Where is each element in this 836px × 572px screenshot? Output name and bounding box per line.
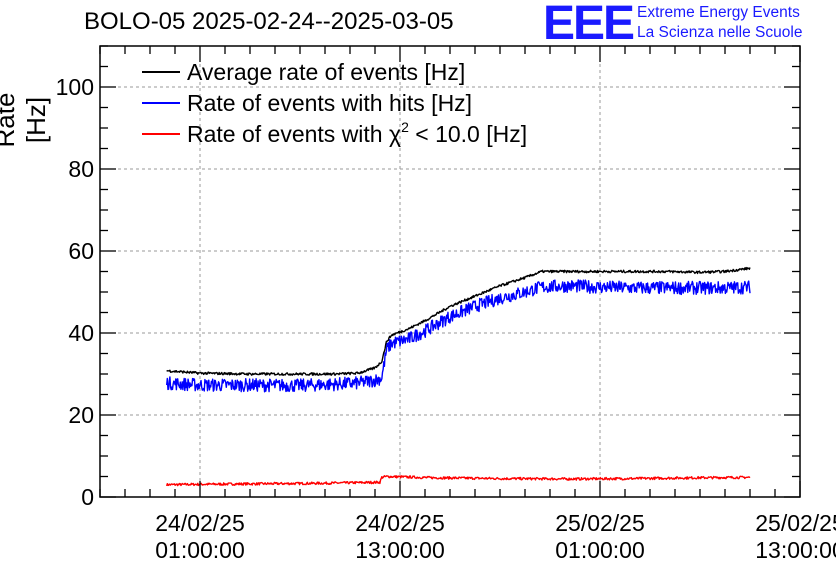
x-tick-label-time: 13:00:00 [355,537,445,563]
y-tick-label: 0 [81,484,94,510]
x-tick-label-date: 24/02/25 [155,510,245,536]
y-tick-labels: 0 20 40 60 80 100 [56,74,94,510]
legend: Average rate of events [Hz] Rate of event… [142,59,527,147]
logo-line-1: Extreme Energy Events [637,4,800,21]
series-layer [165,266,751,487]
legend-superscript: 2 [401,119,409,135]
series-line-1 [165,279,751,393]
logo-line-2: La Scienza nelle Scuole [637,24,803,41]
y-tick-label: 20 [68,402,94,428]
series-line-0 [166,266,751,376]
legend-label-1: Rate of events with hits [Hz] [187,90,472,116]
legend-tail: < 10.0 [Hz] [409,121,527,147]
axis-ticks [99,45,801,498]
legend-label-0: Average rate of events [Hz] [187,59,465,85]
x-tick-label-date: 25/02/25 [755,510,836,536]
x-tick-labels: 24/02/2501:00:0024/02/2513:00:0025/02/25… [155,510,836,563]
x-tick-label-time: 01:00:00 [155,537,245,563]
x-tick-label-time: 01:00:00 [555,537,645,563]
y-tick-label: 80 [68,156,94,182]
x-tick-label-time: 13:00:00 [755,537,836,563]
series-line-2 [165,475,751,487]
x-tick-label-date: 25/02/25 [555,510,645,536]
y-axis-label: Rate [Hz] [0,92,51,148]
y-tick-label: 60 [68,238,94,264]
chart-title: BOLO-05 2025-02-24--2025-03-05 [84,8,454,35]
x-tick-label-date: 24/02/25 [355,510,445,536]
y-tick-label: 40 [68,320,94,346]
y-tick-label: 100 [56,74,94,100]
grid-lines [100,46,801,497]
legend-label-2: Rate of events with χ2 < 10.0 [Hz] [187,119,527,147]
eee-logo: EEE [543,0,635,50]
